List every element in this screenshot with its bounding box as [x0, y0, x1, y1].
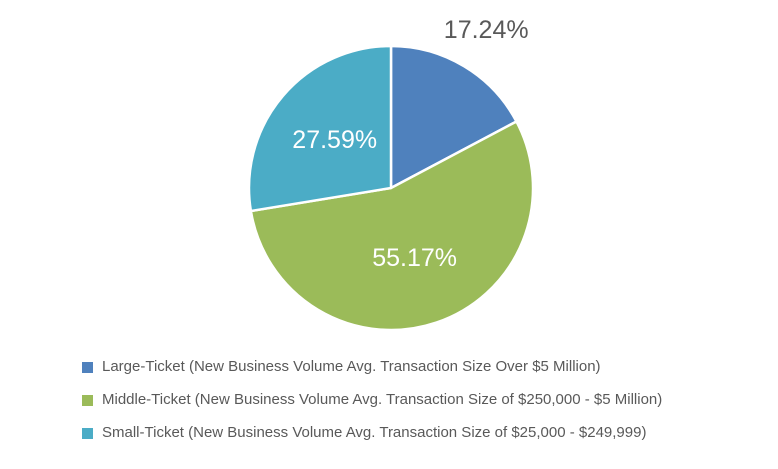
- legend-item-small-ticket: Small-Ticket (New Business Volume Avg. T…: [82, 424, 662, 442]
- pie-slice-large-ticket: [389, 44, 518, 190]
- pie-data-label-large-ticket: 17.24%: [444, 16, 529, 44]
- chart-legend: Large-Ticket (New Business Volume Avg. T…: [82, 358, 662, 442]
- pie-data-label-small-ticket: 27.59%: [292, 126, 377, 154]
- pie-slice-small-ticket: [247, 44, 393, 213]
- legend-item-large-ticket: Large-Ticket (New Business Volume Avg. T…: [82, 358, 662, 376]
- legend-marker-large-ticket: [82, 361, 93, 373]
- legend-marker-small-ticket: [82, 427, 93, 439]
- legend-label-large-ticket: Large-Ticket (New Business Volume Avg. T…: [102, 358, 601, 375]
- pie-data-label-middle-ticket: 55.17%: [372, 244, 457, 272]
- legend-item-middle-ticket: Middle-Ticket (New Business Volume Avg. …: [82, 391, 662, 409]
- pie-slice-middle-ticket: [249, 120, 535, 332]
- legend-marker-middle-ticket: [82, 394, 93, 406]
- legend-label-small-ticket: Small-Ticket (New Business Volume Avg. T…: [102, 424, 647, 441]
- legend-label-middle-ticket: Middle-Ticket (New Business Volume Avg. …: [102, 391, 663, 408]
